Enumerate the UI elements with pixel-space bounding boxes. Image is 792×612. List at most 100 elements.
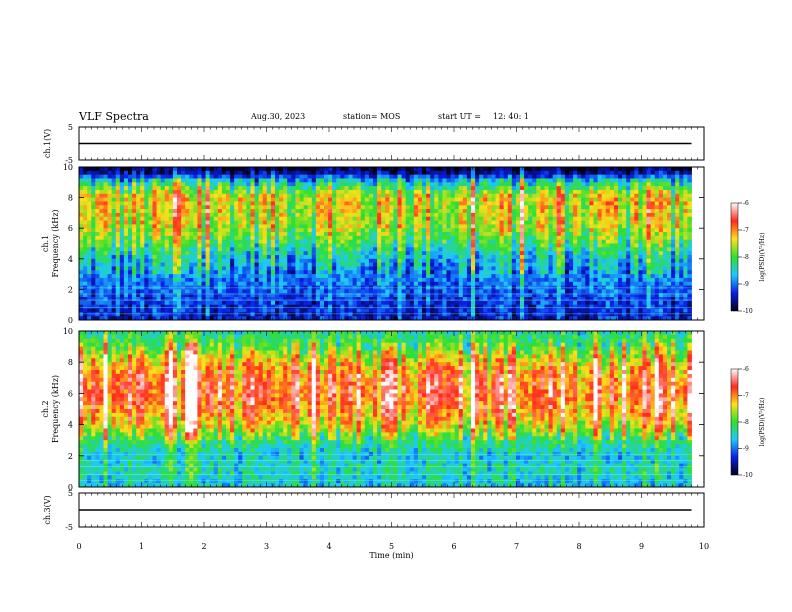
spectrogram-cell (475, 274, 480, 279)
spectrogram-cell (242, 216, 247, 221)
spectrogram-cell (258, 270, 264, 275)
spectrogram-cell (291, 193, 296, 199)
spectrogram-cell (430, 262, 435, 267)
spectrogram-cell (466, 216, 472, 221)
spectrogram-cell (279, 304, 284, 309)
spectrogram-cell (373, 281, 378, 286)
spectrogram-cell (168, 201, 174, 206)
spectrogram-cell (119, 193, 125, 199)
spectrogram-cell (311, 186, 317, 191)
spectrogram-cell (401, 197, 407, 202)
spectrogram-cell (352, 266, 358, 271)
spectrogram-cell (344, 239, 349, 244)
spectrogram-cell (479, 220, 484, 225)
spectrogram-cell (160, 174, 166, 179)
spectrogram-cell (560, 216, 566, 221)
spectrogram-cell (564, 212, 570, 218)
spectrogram-cell (524, 243, 529, 248)
spectrogram-cell (205, 270, 211, 275)
spectrogram-cell (164, 266, 170, 271)
spectrogram-cell (262, 274, 268, 279)
spectrogram-cell (442, 174, 447, 179)
spectrogram-cell (368, 316, 374, 321)
spectrogram-cell (87, 201, 92, 206)
spectrogram-cell (340, 270, 345, 275)
spectrogram-cell (91, 232, 96, 237)
spectrogram-cell (119, 182, 125, 187)
spectrogram-cell (491, 270, 496, 275)
spectrogram-cell (266, 224, 272, 229)
spectrogram-cell (250, 243, 255, 248)
spectrogram-cell (515, 247, 521, 252)
spectrogram-cell (303, 239, 309, 244)
spectrogram-cell (328, 262, 333, 267)
spectrogram-cell (487, 274, 492, 279)
spectrogram-cell (377, 205, 382, 210)
spectrogram-cell (475, 300, 480, 306)
spectrogram-cell (250, 258, 255, 264)
spectrogram-cell (536, 197, 541, 202)
spectrogram-cell (226, 239, 231, 244)
spectrogram-cell (430, 243, 435, 248)
spectrogram-cell (160, 304, 166, 309)
spectrogram-cell (348, 167, 353, 172)
spectrogram-cell (319, 182, 325, 187)
spectrogram-cell (552, 308, 558, 313)
spectrogram-cell (511, 274, 517, 279)
spectrogram-cell (397, 167, 402, 172)
spectrogram-cell (397, 254, 402, 260)
spectrogram-cell (405, 300, 411, 306)
spectrogram-cell (499, 178, 505, 183)
spectrogram-cell (385, 312, 390, 317)
spectrogram-cell (242, 220, 247, 225)
spectrogram-cell (340, 304, 345, 309)
spectrogram-cell (209, 182, 215, 187)
spectrogram-cell (226, 293, 231, 298)
spectrogram-cell (99, 258, 104, 264)
spectrogram-cell (250, 270, 255, 275)
spectrogram-cell (344, 247, 349, 252)
spectrogram-cell (397, 281, 402, 286)
spectrogram-cell (413, 239, 419, 244)
spectrogram-cell (438, 239, 443, 244)
spectrogram-cell (168, 235, 174, 241)
spectrogram-cell (454, 167, 460, 172)
spectrogram-cell (466, 281, 472, 286)
spectrogram-cell (544, 258, 549, 264)
spectrogram-cell (507, 220, 513, 225)
spectrogram-cell (164, 270, 170, 275)
spectrogram-cell (140, 197, 145, 202)
spectrogram-cell (172, 205, 178, 210)
spectrogram-cell (552, 174, 558, 179)
spectrogram-cell (287, 178, 292, 183)
spectrogram-cell (119, 174, 125, 179)
spectrogram-cell (491, 174, 496, 179)
spectrogram-cell (344, 300, 349, 306)
spectrogram-cell (230, 293, 235, 298)
spectrogram-cell (209, 312, 215, 317)
spectrogram-cell (417, 186, 423, 191)
spectrogram-cell (540, 308, 545, 313)
spectrogram-cell (303, 297, 309, 302)
spectrogram-cell (132, 174, 137, 179)
spectrogram-cell (520, 239, 525, 244)
spectrogram-cell (307, 232, 313, 237)
spectrogram-cell (540, 316, 545, 321)
spectrogram-cell (348, 312, 353, 317)
spectrogram-cell (172, 216, 178, 221)
spectrogram-cell (401, 235, 407, 241)
spectrogram-cell (487, 266, 492, 271)
spectrogram-cell (119, 312, 125, 317)
spectrogram-cell (132, 235, 137, 241)
spectrogram-cell (201, 220, 206, 225)
spectrogram-cell (168, 243, 174, 248)
spectrogram-cell (475, 235, 480, 241)
spectrogram-cell (107, 300, 113, 306)
spectrogram-cell (303, 274, 309, 279)
spectrogram-cell (144, 258, 149, 264)
spectrogram-cell (283, 308, 288, 313)
spectrogram-cell (479, 235, 484, 241)
spectrogram-cell (221, 270, 227, 275)
spectrogram-cell (532, 293, 537, 298)
spectrogram-cell (221, 281, 227, 286)
